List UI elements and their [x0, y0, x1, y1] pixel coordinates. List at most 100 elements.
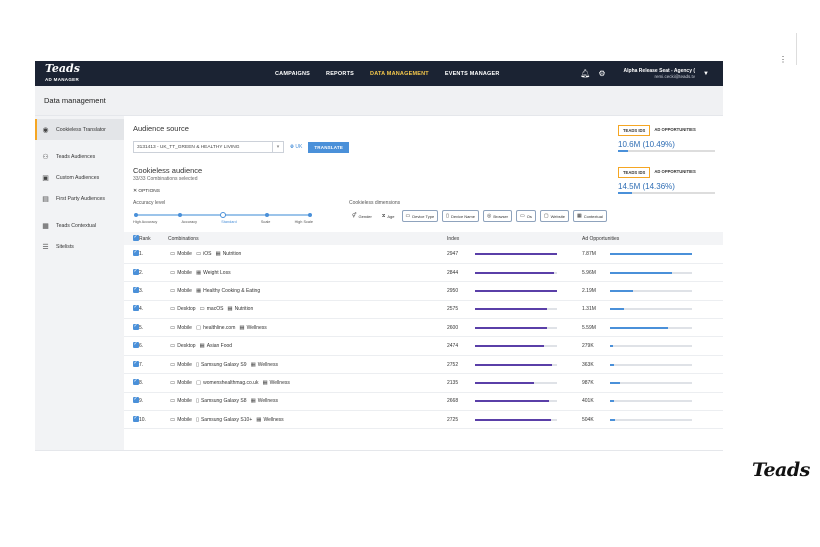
dimension-label: Contextual: [583, 213, 603, 219]
row-checkbox[interactable]: [133, 286, 139, 293]
ad-opportunities-value: 279K: [582, 343, 594, 350]
table-row[interactable]: 3.▭Mobile▦Healthy Cooking & Eating29502.…: [124, 281, 723, 301]
rank-cell: 6.: [139, 336, 168, 356]
ad-opportunities-cell: 7.87M: [582, 251, 723, 257]
header-rank[interactable]: Rank: [139, 235, 151, 242]
table-row[interactable]: 9.▭Mobile▯Samsung Galaxy S8▦Wellness2668…: [124, 392, 723, 412]
nav-campaigns[interactable]: CAMPAIGNS: [275, 70, 311, 77]
index-cell: 2135: [447, 380, 582, 386]
bell-icon[interactable]: 🔔︎: [580, 68, 591, 78]
tab-teads-ids[interactable]: TEADS IDS: [618, 125, 651, 136]
row-checkbox[interactable]: [133, 249, 139, 256]
sidebar-item-sitelists[interactable]: ☰ Sitelists: [35, 236, 124, 257]
tab-ad-opportunities[interactable]: AD OPPORTUNITIES: [654, 169, 696, 174]
options-button[interactable]: ✕ OPTIONS: [133, 189, 714, 194]
dimension-os[interactable]: ▭ Os: [516, 210, 536, 222]
index-bar: [475, 418, 557, 421]
brain-icon: ◉: [42, 126, 49, 134]
sidebar-item-custom-audiences[interactable]: ▣ Custom Audiences: [35, 167, 124, 188]
index-value: 2600: [447, 324, 459, 331]
cookieless-dimensions: Cookieless dimensions ⚥ Gender ⧖ Age ▭ Device…: [349, 200, 607, 224]
table-row[interactable]: 8.▭Mobile▢womenshealthmag.co.uk▦Wellness…: [124, 373, 723, 393]
sidebar: ◉ Cookieless Translator ⚇ Teads Audiences ▣ C…: [35, 116, 124, 450]
combination-part: Mobile: [177, 287, 192, 294]
ad-opportunities-cell: 363K: [582, 362, 723, 368]
sidebar-item-first-party-audiences[interactable]: ▤ First Party Audiences: [35, 188, 124, 209]
close-icon: ✕: [133, 189, 138, 194]
rank-cell: 9.: [139, 392, 168, 412]
row-checkbox[interactable]: [133, 323, 139, 330]
audience-source-metric: TEADS IDS AD OPPORTUNITIES 10.6M (10.49%…: [618, 125, 715, 152]
tab-teads-ids[interactable]: TEADS IDS: [618, 167, 651, 178]
header-ad-opportunities[interactable]: Ad Opportunities: [582, 235, 620, 242]
index-bar: [475, 308, 557, 311]
combination-cell: ▭ Mobile ▯ Samsung Galaxy S9 ▦ Wellness: [168, 362, 447, 368]
account-menu[interactable]: Alpha Release Seat - Agency ( remi.cecki…: [624, 68, 696, 79]
combination-part: Mobile: [177, 324, 192, 331]
chevron-down-icon[interactable]: ▾: [272, 142, 283, 152]
cookieless-audience-title: Cookieless audience: [133, 166, 203, 175]
tab-ad-opportunities[interactable]: AD OPPORTUNITIES: [654, 127, 696, 132]
dimension-contextual[interactable]: ▦ Contextual: [572, 210, 607, 222]
sidebar-item-teads-contextual[interactable]: ▦ Teads Contextual: [35, 215, 124, 236]
dimension-label: Website: [550, 213, 565, 219]
cookieless-value-display: 14.5M (14.36%): [618, 182, 675, 191]
table-row[interactable]: 10.▭Mobile▯Samsung Galaxy S10+▦Wellness2…: [124, 410, 723, 430]
rank-cell: 8.: [139, 373, 168, 393]
ad-opportunities-cell: 1.31M: [582, 306, 723, 312]
translate-button[interactable]: TRANSLATE: [308, 141, 350, 153]
combinations-selected: 33/33 Combinations selected: [133, 176, 198, 182]
nav-reports[interactable]: REPORTS: [326, 70, 355, 77]
website-icon: ▢: [543, 213, 549, 219]
account-name: Alpha Release Seat - Agency (: [623, 68, 696, 74]
accuracy-slider[interactable]: [133, 210, 313, 220]
divider-line: [796, 33, 797, 65]
teads-logo[interactable]: Teads AD MANAGER: [45, 63, 80, 85]
row-checkbox[interactable]: [133, 268, 139, 275]
row-checkbox[interactable]: [133, 360, 139, 367]
dimension-device-name[interactable]: ▯ Device Name: [442, 210, 479, 222]
header-index[interactable]: Index: [447, 235, 460, 242]
gear-icon[interactable]: ⚙: [598, 68, 606, 78]
audience-source-progress: [618, 150, 715, 152]
row-checkbox[interactable]: [133, 378, 139, 385]
index-cell: 2947: [447, 251, 582, 257]
select-all-checkbox[interactable]: [133, 234, 139, 241]
dimension-browser[interactable]: ◎ Browser: [482, 210, 512, 222]
nav-data-management[interactable]: DATA MANAGEMENT: [370, 70, 429, 77]
audience-source-value: 3131413 - UK_TT_GREEN & HEALTHY LIVING: [137, 144, 240, 150]
nav-events-manager[interactable]: EVENTS MANAGER: [444, 70, 500, 77]
combination-cell: ▭ Mobile ▦ Weight Loss: [168, 270, 447, 276]
table-header-row: Rank Combinations Index Ad Opportunities: [124, 232, 723, 245]
row-checkbox[interactable]: [133, 304, 139, 312]
dimension-device-type[interactable]: ▭ Device Type: [401, 210, 439, 222]
dimension-website[interactable]: ▢ Website: [539, 210, 569, 222]
table-row[interactable]: 7.▭Mobile▯Samsung Galaxy S9▦Wellness2752…: [124, 355, 723, 375]
header-combinations[interactable]: Combinations: [168, 235, 199, 242]
table-row[interactable]: 5.▭Mobile▢healthline.com▦Wellness26005.5…: [124, 318, 723, 338]
audience-source-select[interactable]: 3131413 - UK_TT_GREEN & HEALTHY LIVING ▾: [133, 141, 284, 153]
accuracy-label: Accuracy level: [133, 200, 166, 206]
row-checkbox[interactable]: [133, 415, 139, 422]
ad-opportunities-bar: [610, 400, 692, 403]
sidebar-item-cookieless-translator[interactable]: ◉ Cookieless Translator: [35, 119, 124, 140]
sidebar-item-teads-audiences[interactable]: ⚇ Teads Audiences: [35, 146, 124, 167]
more-vertical-icon[interactable]: ⋮: [779, 55, 787, 64]
contextual-icon: ▦: [262, 379, 268, 386]
slider-knob[interactable]: [220, 212, 226, 218]
contextual-icon: ▦: [239, 324, 245, 331]
ad-opportunities-bar: [610, 271, 692, 274]
audience-source-value-display: 10.6M (10.49%): [618, 140, 675, 149]
dimension-label: Browser: [493, 213, 508, 219]
row-checkbox[interactable]: [133, 341, 139, 349]
contextual-icon: ▦: [227, 306, 233, 313]
dimension-gender[interactable]: ⚥ Gender: [349, 210, 375, 222]
row-checkbox[interactable]: [133, 396, 139, 404]
dimension-age[interactable]: ⧖ Age: [379, 210, 398, 222]
ad-opportunities-cell: 2.19M: [582, 288, 723, 294]
chevron-down-icon[interactable]: ▼: [703, 70, 709, 77]
